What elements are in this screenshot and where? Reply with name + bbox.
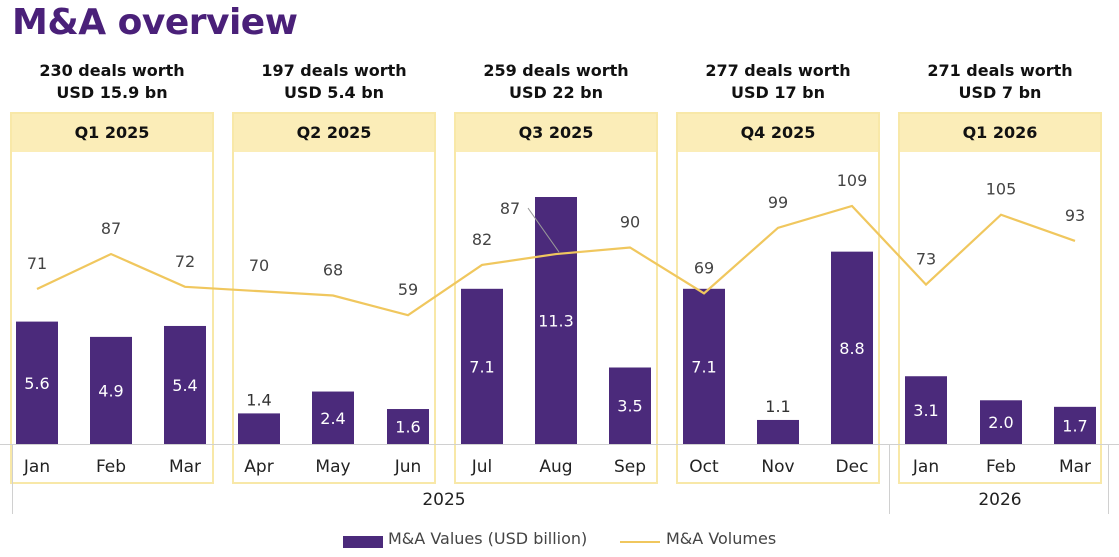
volume-line <box>36 204 1076 317</box>
volume-value-label: 87 <box>101 219 121 238</box>
volume-value-label: 109 <box>837 171 868 190</box>
month-tick-label: Oct <box>689 457 719 477</box>
volume-value-label: 90 <box>620 212 640 231</box>
bar-oct <box>683 288 725 444</box>
legend-line-swatch <box>620 541 660 543</box>
bar-value-label: 2.0 <box>988 413 1013 432</box>
bar-jun <box>387 409 429 444</box>
summary-deals: 230 deals worth <box>39 61 185 80</box>
bar-dec <box>831 251 873 444</box>
bar-mar <box>164 325 206 444</box>
legend-bar-swatch <box>343 536 383 548</box>
month-tick-label: Feb <box>986 457 1016 477</box>
quarter-summary-q2-2025: 197 deals worth USD 5.4 bn <box>234 60 434 104</box>
bar-value-label: 3.5 <box>617 397 642 416</box>
volume-value-label: 68 <box>323 261 343 280</box>
bar-value-label: 1.1 <box>765 397 790 416</box>
bar-jul <box>461 288 503 444</box>
quarter-summary-q4-2025: 277 deals worth USD 17 bn <box>678 60 878 104</box>
x-axis-baseline <box>0 444 1119 445</box>
year-label-2026: 2026 <box>978 490 1022 510</box>
month-tick-label: Jan <box>912 457 939 477</box>
bar-value-label: 7.1 <box>469 357 494 376</box>
quarter-summary-q1-2025: 230 deals worth USD 15.9 bn <box>12 60 212 104</box>
quarter-summary-q1-2026: 271 deals worth USD 7 bn <box>900 60 1100 104</box>
summary-worth: USD 15.9 bn <box>56 83 168 102</box>
volume-value-label: 59 <box>398 280 418 299</box>
summary-deals: 197 deals worth <box>261 61 407 80</box>
bar-value-label: 2.4 <box>320 409 345 428</box>
month-tick-label: Jul <box>471 457 493 477</box>
bar-apr <box>238 413 280 444</box>
month-tick-label: Feb <box>96 457 126 477</box>
volume-value-label: 93 <box>1065 206 1085 225</box>
year-divider <box>12 444 13 514</box>
summary-worth: USD 7 bn <box>958 83 1042 102</box>
summary-deals: 277 deals worth <box>705 61 851 80</box>
bar-value-label: 7.1 <box>691 357 716 376</box>
year-label-2025: 2025 <box>422 490 466 510</box>
bar-value-label: 8.8 <box>839 339 864 358</box>
bar-value-label: 5.6 <box>24 374 49 393</box>
month-tick-label: Mar <box>169 457 201 477</box>
summary-worth: USD 22 bn <box>508 83 604 102</box>
bar-feb <box>980 400 1022 444</box>
month-tick-label: Jan <box>23 457 50 477</box>
bar-aug <box>535 197 577 444</box>
volume-value-label: 73 <box>916 250 936 269</box>
month-tick-label: May <box>315 457 350 477</box>
bar-jan <box>16 321 58 444</box>
volume-value-label: 82 <box>472 230 492 249</box>
bar-value-label: 1.7 <box>1062 416 1087 435</box>
quarter-header: Q1 2025 <box>12 114 212 152</box>
legend-bar-label: M&A Values (USD billion) <box>388 529 588 548</box>
quarter-header: Q1 2026 <box>900 114 1100 152</box>
bar-sep <box>609 367 651 444</box>
year-divider <box>1108 444 1109 514</box>
volume-value-label: 72 <box>175 252 195 271</box>
volume-label-leader <box>527 207 560 253</box>
bar-value-label: 3.1 <box>913 401 938 420</box>
volume-value-label: 105 <box>986 180 1017 199</box>
volume-value-label: 99 <box>768 193 788 212</box>
bar-value-label: 1.6 <box>395 418 420 437</box>
bar-value-label: 5.4 <box>172 376 197 395</box>
quarter-header: Q2 2025 <box>234 114 434 152</box>
bar-value-label: 11.3 <box>538 312 574 331</box>
quarter-box-q4-2025: Q4 2025 <box>676 112 880 484</box>
bar-may <box>312 391 354 444</box>
summary-deals: 259 deals worth <box>483 61 629 80</box>
quarter-summary-q3-2025: 259 deals worth USD 22 bn <box>456 60 656 104</box>
bar-value-label: 4.9 <box>98 381 123 400</box>
quarter-box-q1-2026: Q1 2026 <box>898 112 1102 484</box>
summary-worth: USD 17 bn <box>730 83 826 102</box>
volume-value-label: 70 <box>249 256 269 275</box>
month-tick-label: Apr <box>244 457 273 477</box>
month-tick-label: Jun <box>394 457 422 477</box>
legend-line-label: M&A Volumes <box>666 529 777 548</box>
volume-value-label: 69 <box>694 258 714 277</box>
bar-nov <box>757 419 799 444</box>
volume-value-label: 87 <box>500 199 520 218</box>
bar-jan <box>905 376 947 444</box>
bar-feb <box>90 336 132 444</box>
summary-worth: USD 5.4 bn <box>283 83 385 102</box>
bar-mar <box>1054 406 1096 444</box>
month-tick-label: Mar <box>1059 457 1091 477</box>
page-title: M&A overview <box>12 2 298 43</box>
month-tick-label: Dec <box>836 457 869 477</box>
quarter-header: Q3 2025 <box>456 114 656 152</box>
month-tick-label: Nov <box>761 457 794 477</box>
month-tick-label: Aug <box>539 457 572 477</box>
bar-value-label: 1.4 <box>246 390 271 409</box>
summary-deals: 271 deals worth <box>927 61 1073 80</box>
month-tick-label: Sep <box>614 457 646 477</box>
volume-value-label: 71 <box>27 254 47 273</box>
quarter-header: Q4 2025 <box>678 114 878 152</box>
quarter-box-q1-2025: Q1 2025 <box>10 112 214 484</box>
quarter-box-q3-2025: Q3 2025 <box>454 112 658 484</box>
year-divider <box>889 444 890 514</box>
